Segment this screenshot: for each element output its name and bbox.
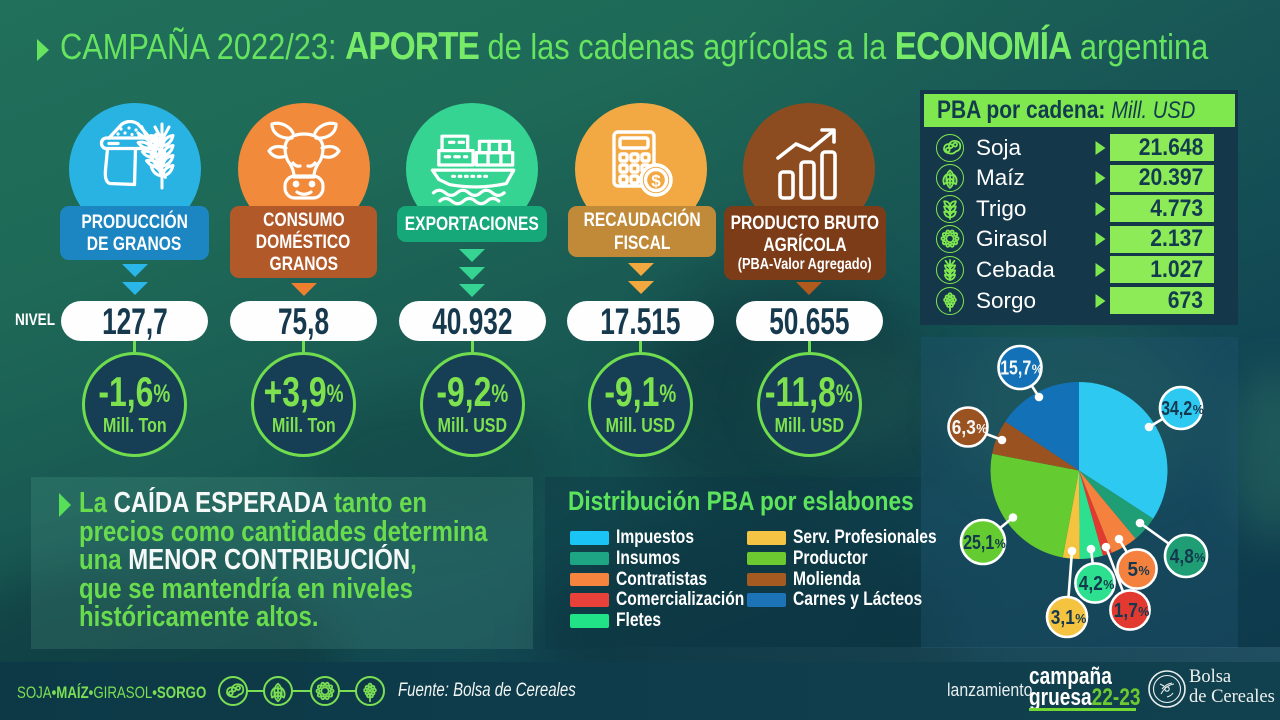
svg-text:4,2: 4,2 — [1079, 573, 1103, 595]
svg-text:$: $ — [651, 171, 661, 190]
svg-text:%: % — [976, 422, 987, 436]
svg-text:%: % — [1138, 605, 1149, 619]
svg-text:%: % — [1103, 578, 1114, 592]
svg-text:%: % — [1139, 564, 1150, 578]
svg-text:1,7: 1,7 — [1114, 600, 1138, 622]
svg-text:%: % — [995, 537, 1006, 551]
svg-text:4,8: 4,8 — [1170, 546, 1194, 568]
svg-text:%: % — [1075, 612, 1086, 626]
svg-text:5: 5 — [1128, 559, 1139, 581]
svg-text:34,2: 34,2 — [1161, 398, 1192, 420]
svg-text:%: % — [1194, 551, 1205, 565]
svg-text:3,1: 3,1 — [1051, 607, 1075, 629]
svg-text:15,7: 15,7 — [1000, 358, 1031, 380]
svg-text:%: % — [1193, 403, 1204, 417]
svg-text:25,1: 25,1 — [963, 532, 994, 554]
svg-text:%: % — [1032, 363, 1043, 377]
svg-text:6,3: 6,3 — [952, 417, 976, 439]
